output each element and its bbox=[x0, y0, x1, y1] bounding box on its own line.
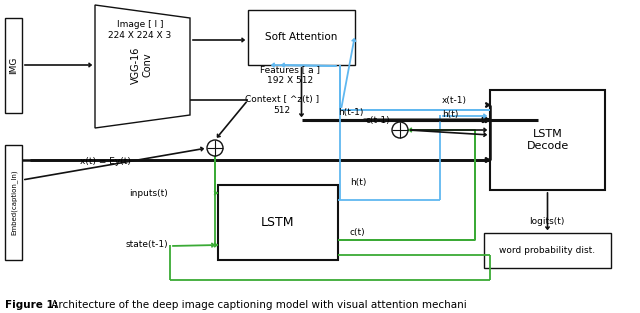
Text: h(t-1): h(t-1) bbox=[338, 107, 364, 116]
Text: c(t): c(t) bbox=[350, 228, 365, 238]
Text: Embed(caption_ln): Embed(caption_ln) bbox=[10, 170, 17, 235]
Text: IMG: IMG bbox=[9, 57, 18, 74]
Text: logits(t): logits(t) bbox=[529, 218, 564, 227]
Text: VGG-16
Conv: VGG-16 Conv bbox=[131, 46, 153, 84]
Text: LSTM: LSTM bbox=[261, 216, 295, 229]
Text: c(t-1): c(t-1) bbox=[366, 115, 390, 125]
FancyBboxPatch shape bbox=[218, 185, 338, 260]
FancyBboxPatch shape bbox=[484, 233, 611, 268]
Text: h(t): h(t) bbox=[442, 110, 458, 120]
Text: x(t) = Ey(t): x(t) = Ey(t) bbox=[80, 157, 131, 167]
Text: LSTM
Decode: LSTM Decode bbox=[526, 129, 568, 151]
Text: Soft Attention: Soft Attention bbox=[266, 33, 338, 43]
Text: word probability dist.: word probability dist. bbox=[499, 246, 596, 255]
Text: Features [ a ]
192 X 512: Features [ a ] 192 X 512 bbox=[260, 65, 320, 85]
Text: inputs(t): inputs(t) bbox=[129, 188, 168, 198]
FancyBboxPatch shape bbox=[248, 10, 355, 65]
Text: Context [ ^z(t) ]
512: Context [ ^z(t) ] 512 bbox=[245, 95, 319, 115]
FancyBboxPatch shape bbox=[490, 90, 605, 190]
Text: x(t-1): x(t-1) bbox=[442, 95, 467, 105]
Text: Image [ I ]
224 X 224 X 3: Image [ I ] 224 X 224 X 3 bbox=[108, 20, 172, 40]
FancyBboxPatch shape bbox=[5, 145, 22, 260]
Text: Architecture of the deep image captioning model with visual attention mechani: Architecture of the deep image captionin… bbox=[48, 300, 467, 310]
Text: h(t): h(t) bbox=[350, 178, 366, 187]
Text: Figure 1:: Figure 1: bbox=[5, 300, 58, 310]
Text: state(t-1): state(t-1) bbox=[125, 240, 168, 249]
FancyBboxPatch shape bbox=[5, 18, 22, 113]
